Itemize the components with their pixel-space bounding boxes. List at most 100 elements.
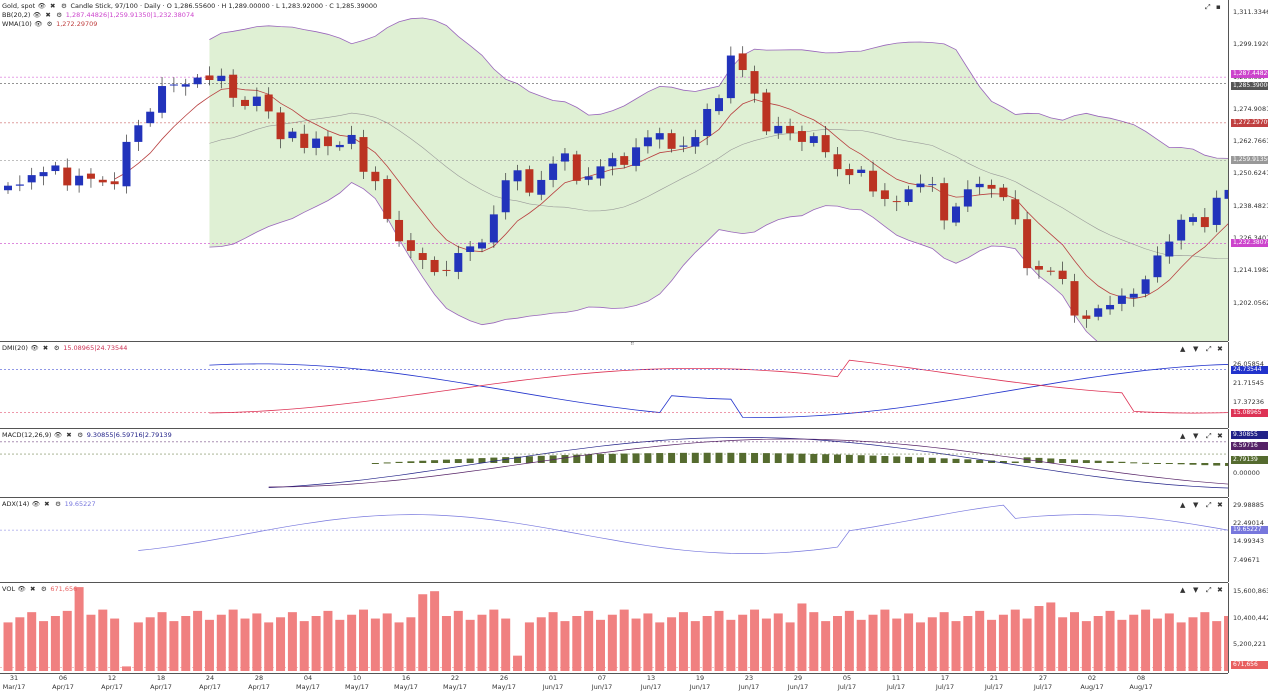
time-axis-label: 12 Apr/17 — [92, 674, 132, 692]
pane-down-icon[interactable]: ▼ — [1193, 432, 1199, 440]
gear-icon[interactable]: ⚙ — [56, 11, 63, 19]
close-icon[interactable]: ✖ — [1217, 501, 1223, 509]
candle-body — [15, 184, 24, 186]
price-pane[interactable]: Gold, spot 👁 ✖ ⚙ Candle Stick, 97/100 · … — [0, 0, 1228, 342]
time-axis-day: 10 — [352, 674, 362, 682]
close-icon[interactable]: ✖ — [1217, 432, 1223, 440]
gear-icon[interactable]: ⚙ — [77, 431, 84, 439]
eye-icon[interactable]: 👁 — [31, 500, 40, 508]
eye-icon[interactable]: 👁 — [30, 344, 39, 352]
candle-body — [691, 137, 700, 147]
time-axis-month: Mar/17 — [2, 683, 26, 691]
gear-icon[interactable]: ⚙ — [53, 344, 60, 352]
eye-icon[interactable]: 👁 — [37, 2, 46, 10]
volume-bar — [927, 617, 937, 671]
volume-bar — [761, 618, 771, 671]
macd-histogram-bar — [1106, 461, 1114, 463]
eye-icon[interactable]: 👁 — [34, 20, 43, 28]
candle-body — [679, 145, 688, 147]
pane-up-icon[interactable]: ▲ — [1180, 432, 1186, 440]
macd-histogram-bar — [715, 452, 723, 463]
candle-body — [146, 111, 155, 124]
eye-icon[interactable]: 👁 — [53, 431, 63, 439]
expand-icon[interactable]: ⤢ — [1205, 3, 1211, 11]
time-axis-day: 04 — [303, 674, 313, 682]
candle-body — [1129, 293, 1138, 298]
dmi-chart — [0, 359, 1228, 418]
close-icon[interactable]: ✖ — [42, 344, 49, 352]
eye-icon[interactable]: 👁 — [17, 585, 26, 593]
volume-bar — [607, 614, 617, 671]
candle-body — [940, 183, 949, 221]
close-icon[interactable]: ✖ — [1217, 586, 1223, 594]
options-icon[interactable]: ▪ — [1216, 3, 1221, 11]
volume-bar — [181, 616, 191, 671]
macd-histogram-bar — [419, 460, 427, 463]
expand-icon[interactable]: ⤢ — [1206, 345, 1212, 353]
eye-icon[interactable]: 👁 — [32, 11, 42, 19]
time-axis-label: 02 Aug/17 — [1072, 674, 1112, 692]
pane-down-icon[interactable]: ▼ — [1193, 501, 1199, 509]
macd-histogram-bar — [502, 457, 510, 463]
candle-body — [288, 131, 297, 139]
volume-bar — [797, 603, 807, 671]
adx-pane[interactable]: ADX(14) 👁 ✖ ⚙ 19.65227 ▲ ▼ ⤢ ✖ — [0, 498, 1228, 583]
pane-up-icon[interactable]: ▲ — [1180, 586, 1186, 594]
macd-pane[interactable]: MACD(12,26,9) 👁 ✖ ⚙ 9.30855|6.59716|2.79… — [0, 429, 1228, 498]
pane-down-icon[interactable]: ▼ — [1193, 345, 1199, 353]
candle-body — [110, 181, 119, 185]
pane-down-icon[interactable]: ▼ — [1193, 586, 1199, 594]
time-axis-day: 06 — [58, 674, 68, 682]
time-axis-month: May/17 — [443, 683, 467, 691]
macd-line — [268, 437, 1228, 489]
time-axis-month: Jul/17 — [935, 683, 955, 691]
volume-bar — [323, 610, 333, 671]
drag-handle-icon[interactable]: ⠿ — [630, 342, 635, 347]
candle-body — [750, 71, 759, 94]
pane-up-icon[interactable]: ▲ — [1180, 501, 1186, 509]
time-axis-day: 12 — [107, 674, 117, 682]
candle-body — [963, 189, 972, 207]
close-icon[interactable]: ✖ — [66, 431, 72, 439]
close-icon[interactable]: ✖ — [1217, 345, 1223, 353]
close-icon[interactable]: ✖ — [30, 585, 36, 593]
macd-histogram-bar — [632, 453, 640, 463]
dmi-pane[interactable]: DMI(20) 👁 ✖ ⚙ 15.08965|24.73544 ⠿ ▲ ▼ ⤢ … — [0, 342, 1228, 429]
macd-histogram-bar — [834, 454, 841, 463]
candle-body — [1023, 219, 1032, 269]
gear-icon[interactable]: ⚙ — [55, 500, 61, 508]
vol-pane[interactable]: VOL 👁 ✖ ⚙ 671,656 ▲ ▼ ⤢ ✖ — [0, 583, 1228, 674]
close-icon[interactable]: ✖ — [50, 2, 56, 10]
axis-value-tag: 671,656 — [1231, 660, 1268, 669]
candle-body — [549, 163, 558, 180]
macd-histogram-bar — [679, 452, 687, 463]
expand-icon[interactable]: ⤢ — [1206, 501, 1212, 509]
expand-icon[interactable]: ⤢ — [1206, 586, 1212, 594]
macd-histogram-bar — [1165, 463, 1173, 464]
candle-body — [442, 269, 451, 271]
time-axis-day: 07 — [597, 674, 607, 682]
time-axis-day: 13 — [646, 674, 656, 682]
volume-bar — [1129, 614, 1139, 671]
close-icon[interactable]: ✖ — [44, 500, 50, 508]
volume-bar — [572, 616, 582, 671]
gear-icon[interactable]: ⚙ — [46, 20, 53, 28]
time-axis-month: Jul/17 — [837, 683, 857, 691]
volume-bar — [785, 622, 795, 671]
pane-up-icon[interactable]: ▲ — [1180, 345, 1186, 353]
volume-bar — [1212, 621, 1222, 671]
time-axis-label: 01 Jun/17 — [533, 674, 573, 692]
expand-icon[interactable]: ⤢ — [1206, 432, 1212, 440]
time-axis-month: May/17 — [492, 683, 516, 691]
volume-bar — [86, 614, 96, 671]
close-icon[interactable]: ✖ — [45, 11, 51, 19]
candle-body — [158, 86, 167, 113]
time-axis-month: Jun/17 — [542, 683, 564, 691]
macd-histogram-bar — [774, 453, 782, 463]
dmi-label: DMI(20) — [2, 344, 28, 352]
macd-axis: 0.00000 9.30855 6.59716 2.79139 — [1228, 429, 1268, 497]
gear-icon[interactable]: ⚙ — [40, 585, 47, 593]
time-axis-day: 19 — [695, 674, 705, 682]
volume-bar — [536, 617, 546, 671]
gear-icon[interactable]: ⚙ — [60, 2, 67, 10]
